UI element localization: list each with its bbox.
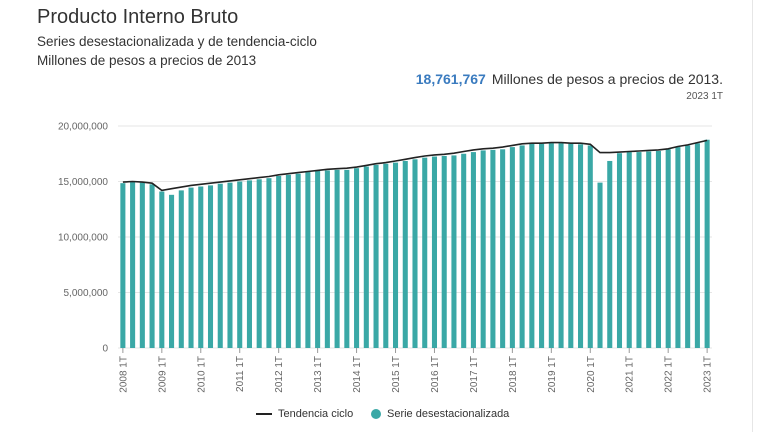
data-bar	[363, 166, 369, 348]
data-bar	[587, 145, 593, 348]
data-bar	[178, 190, 184, 348]
data-bar	[276, 175, 282, 348]
data-bar	[597, 182, 603, 348]
latest-value-unit: Millones de pesos a precios de 2013.	[491, 71, 723, 87]
legend-item-trend[interactable]: Tendencia ciclo	[256, 408, 353, 420]
data-bar	[412, 159, 418, 348]
data-bar	[266, 178, 272, 348]
data-bar	[246, 180, 252, 348]
data-bar	[354, 168, 360, 348]
data-bar	[392, 162, 399, 348]
legend-line-icon	[256, 413, 272, 416]
data-bar	[402, 160, 408, 348]
x-tick-label: 2014 1T	[352, 356, 363, 393]
data-bar	[616, 153, 623, 348]
data-bar	[227, 182, 233, 348]
y-tick-label: 5,000,000	[64, 288, 109, 299]
data-bar	[461, 153, 467, 348]
data-bar	[139, 182, 145, 348]
y-tick-label: 15,000,000	[58, 177, 108, 188]
data-bar	[305, 172, 311, 348]
latest-value: 18,761,767	[415, 71, 486, 87]
data-bar	[159, 191, 165, 348]
data-bar	[334, 169, 340, 348]
data-bar	[217, 183, 223, 348]
data-bar	[422, 157, 428, 348]
data-bar	[295, 173, 301, 348]
data-bar	[568, 143, 574, 348]
data-bar	[519, 145, 525, 348]
data-bar	[451, 155, 457, 348]
data-bar	[373, 164, 379, 348]
data-bar	[704, 139, 710, 348]
data-bar	[636, 152, 642, 348]
data-bar	[500, 149, 506, 348]
x-tick-label: 2008 1T	[118, 356, 129, 393]
x-tick-label: 2009 1T	[157, 356, 168, 393]
x-tick-label: 2012 1T	[274, 356, 285, 393]
x-tick-label: 2023 1T	[703, 356, 714, 393]
legend-label-trend: Tendencia ciclo	[278, 408, 354, 420]
data-bar	[431, 156, 438, 348]
data-bar	[607, 160, 613, 348]
x-tick-label: 2011 1T	[235, 356, 246, 392]
data-bar	[130, 182, 136, 348]
data-bar	[198, 186, 204, 348]
x-tick-label: 2016 1T	[430, 356, 441, 393]
legend-item-bars[interactable]: Serie desestacionalizada	[371, 408, 509, 420]
data-bar	[324, 170, 330, 348]
legend-dot-icon	[371, 409, 381, 420]
data-bar	[188, 187, 194, 348]
data-bar	[558, 143, 564, 348]
data-bar	[529, 143, 535, 348]
data-bar	[149, 184, 155, 348]
data-bar	[490, 149, 496, 348]
latest-value-headline: 18,761,767 Millones de pesos a precios de…	[416, 71, 723, 87]
data-bar	[509, 147, 515, 348]
data-bar	[578, 144, 584, 348]
data-bar	[207, 185, 214, 348]
data-bar	[120, 183, 126, 348]
chart-title: Producto Interno Bruto	[37, 6, 239, 28]
data-bar	[344, 169, 350, 348]
data-bar	[665, 149, 671, 348]
trend-line	[122, 139, 708, 192]
data-bar	[675, 147, 681, 348]
data-bar	[655, 150, 661, 348]
chart-units-subtitle: Millones de pesos a precios de 2013	[37, 53, 257, 68]
data-bar	[548, 143, 554, 348]
data-bar	[470, 152, 476, 348]
data-bar	[626, 152, 632, 348]
data-bar	[480, 150, 486, 348]
chart-subtitle: Series desestacionalizada y de tendencia…	[37, 34, 317, 49]
data-bar	[539, 143, 545, 348]
x-tick-label: 2021 1T	[625, 356, 636, 393]
panel-divider	[752, 0, 753, 432]
data-bar	[685, 145, 691, 348]
data-bar	[383, 163, 389, 348]
x-tick-label: 2015 1T	[391, 356, 402, 393]
x-tick-label: 2018 1T	[508, 356, 519, 393]
x-tick-label: 2010 1T	[196, 356, 207, 393]
latest-period: 2023 1T	[686, 91, 723, 102]
x-tick-label: 2013 1T	[313, 356, 324, 393]
y-tick-label: 20,000,000	[58, 122, 108, 133]
data-bar	[285, 174, 291, 348]
data-bar	[256, 179, 262, 348]
y-tick-label: 10,000,000	[58, 233, 108, 244]
data-bar	[646, 151, 652, 348]
data-bar	[237, 181, 243, 348]
legend-label-bars: Serie desestacionalizada	[387, 408, 510, 420]
x-tick-label: 2017 1T	[469, 356, 480, 393]
x-tick-label: 2022 1T	[664, 356, 675, 393]
data-bar	[694, 143, 700, 348]
data-bar	[169, 194, 175, 348]
x-tick-label: 2019 1T	[547, 356, 558, 393]
data-bar	[441, 155, 447, 348]
y-tick-label: 0	[102, 344, 108, 355]
data-bar	[315, 170, 321, 348]
x-tick-label: 2020 1T	[586, 356, 597, 393]
